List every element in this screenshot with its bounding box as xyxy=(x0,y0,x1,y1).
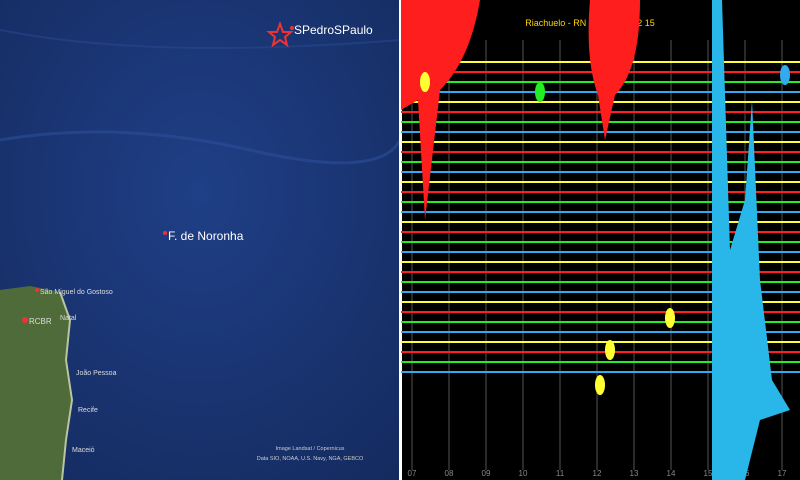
hour-label: 10 xyxy=(519,469,528,478)
hour-label: 17 xyxy=(778,469,787,478)
coastline xyxy=(59,291,74,480)
station-label: SPedroSPaulo xyxy=(294,23,373,37)
hour-label: 11 xyxy=(556,469,565,478)
divider xyxy=(399,0,402,480)
station-label: F. de Noronha xyxy=(168,229,244,243)
signal-burst xyxy=(588,0,640,140)
hour-label: 13 xyxy=(630,469,639,478)
land xyxy=(0,286,72,480)
city-label: Natal xyxy=(60,315,77,322)
event-star xyxy=(266,21,294,48)
signal-spike xyxy=(665,308,675,328)
city-label: Recife xyxy=(78,407,98,414)
map-panel: SPedroSPaulo F. de Noronha São Miguel do… xyxy=(0,0,402,480)
signal-burst xyxy=(401,0,480,220)
hour-label: 07 xyxy=(408,469,417,478)
credit: Image Landsat / Copernicus xyxy=(276,446,345,452)
hour-label: 12 xyxy=(593,469,602,478)
hour-label: 14 xyxy=(667,469,676,478)
station-dot xyxy=(290,26,294,30)
seismogram-panel: Riachuelo - RN - Brazil - Fit 2 15 07080… xyxy=(399,0,800,480)
signal-spike xyxy=(780,65,790,85)
signal-burst xyxy=(712,0,790,480)
city-label: João Pessoa xyxy=(76,370,117,377)
signal-spike xyxy=(535,82,545,102)
ridge xyxy=(0,130,402,165)
signal-spike xyxy=(605,340,615,360)
signal-spike xyxy=(420,72,430,92)
city-label: Maceió xyxy=(72,447,95,454)
credit: Data SIO, NOAA, U.S. Navy, NGA, GEBCO xyxy=(257,456,364,462)
station-label: RCBR xyxy=(29,317,52,326)
hour-label: 15 xyxy=(704,469,713,478)
station-label: São Miguel do Gostoso xyxy=(40,289,113,296)
station-dot xyxy=(35,288,39,292)
signal-spike xyxy=(595,375,605,395)
station-dot xyxy=(22,317,28,323)
ridge xyxy=(0,29,401,49)
hour-label: 08 xyxy=(445,469,454,478)
station-dot xyxy=(163,231,167,235)
hour-label: 09 xyxy=(482,469,491,478)
